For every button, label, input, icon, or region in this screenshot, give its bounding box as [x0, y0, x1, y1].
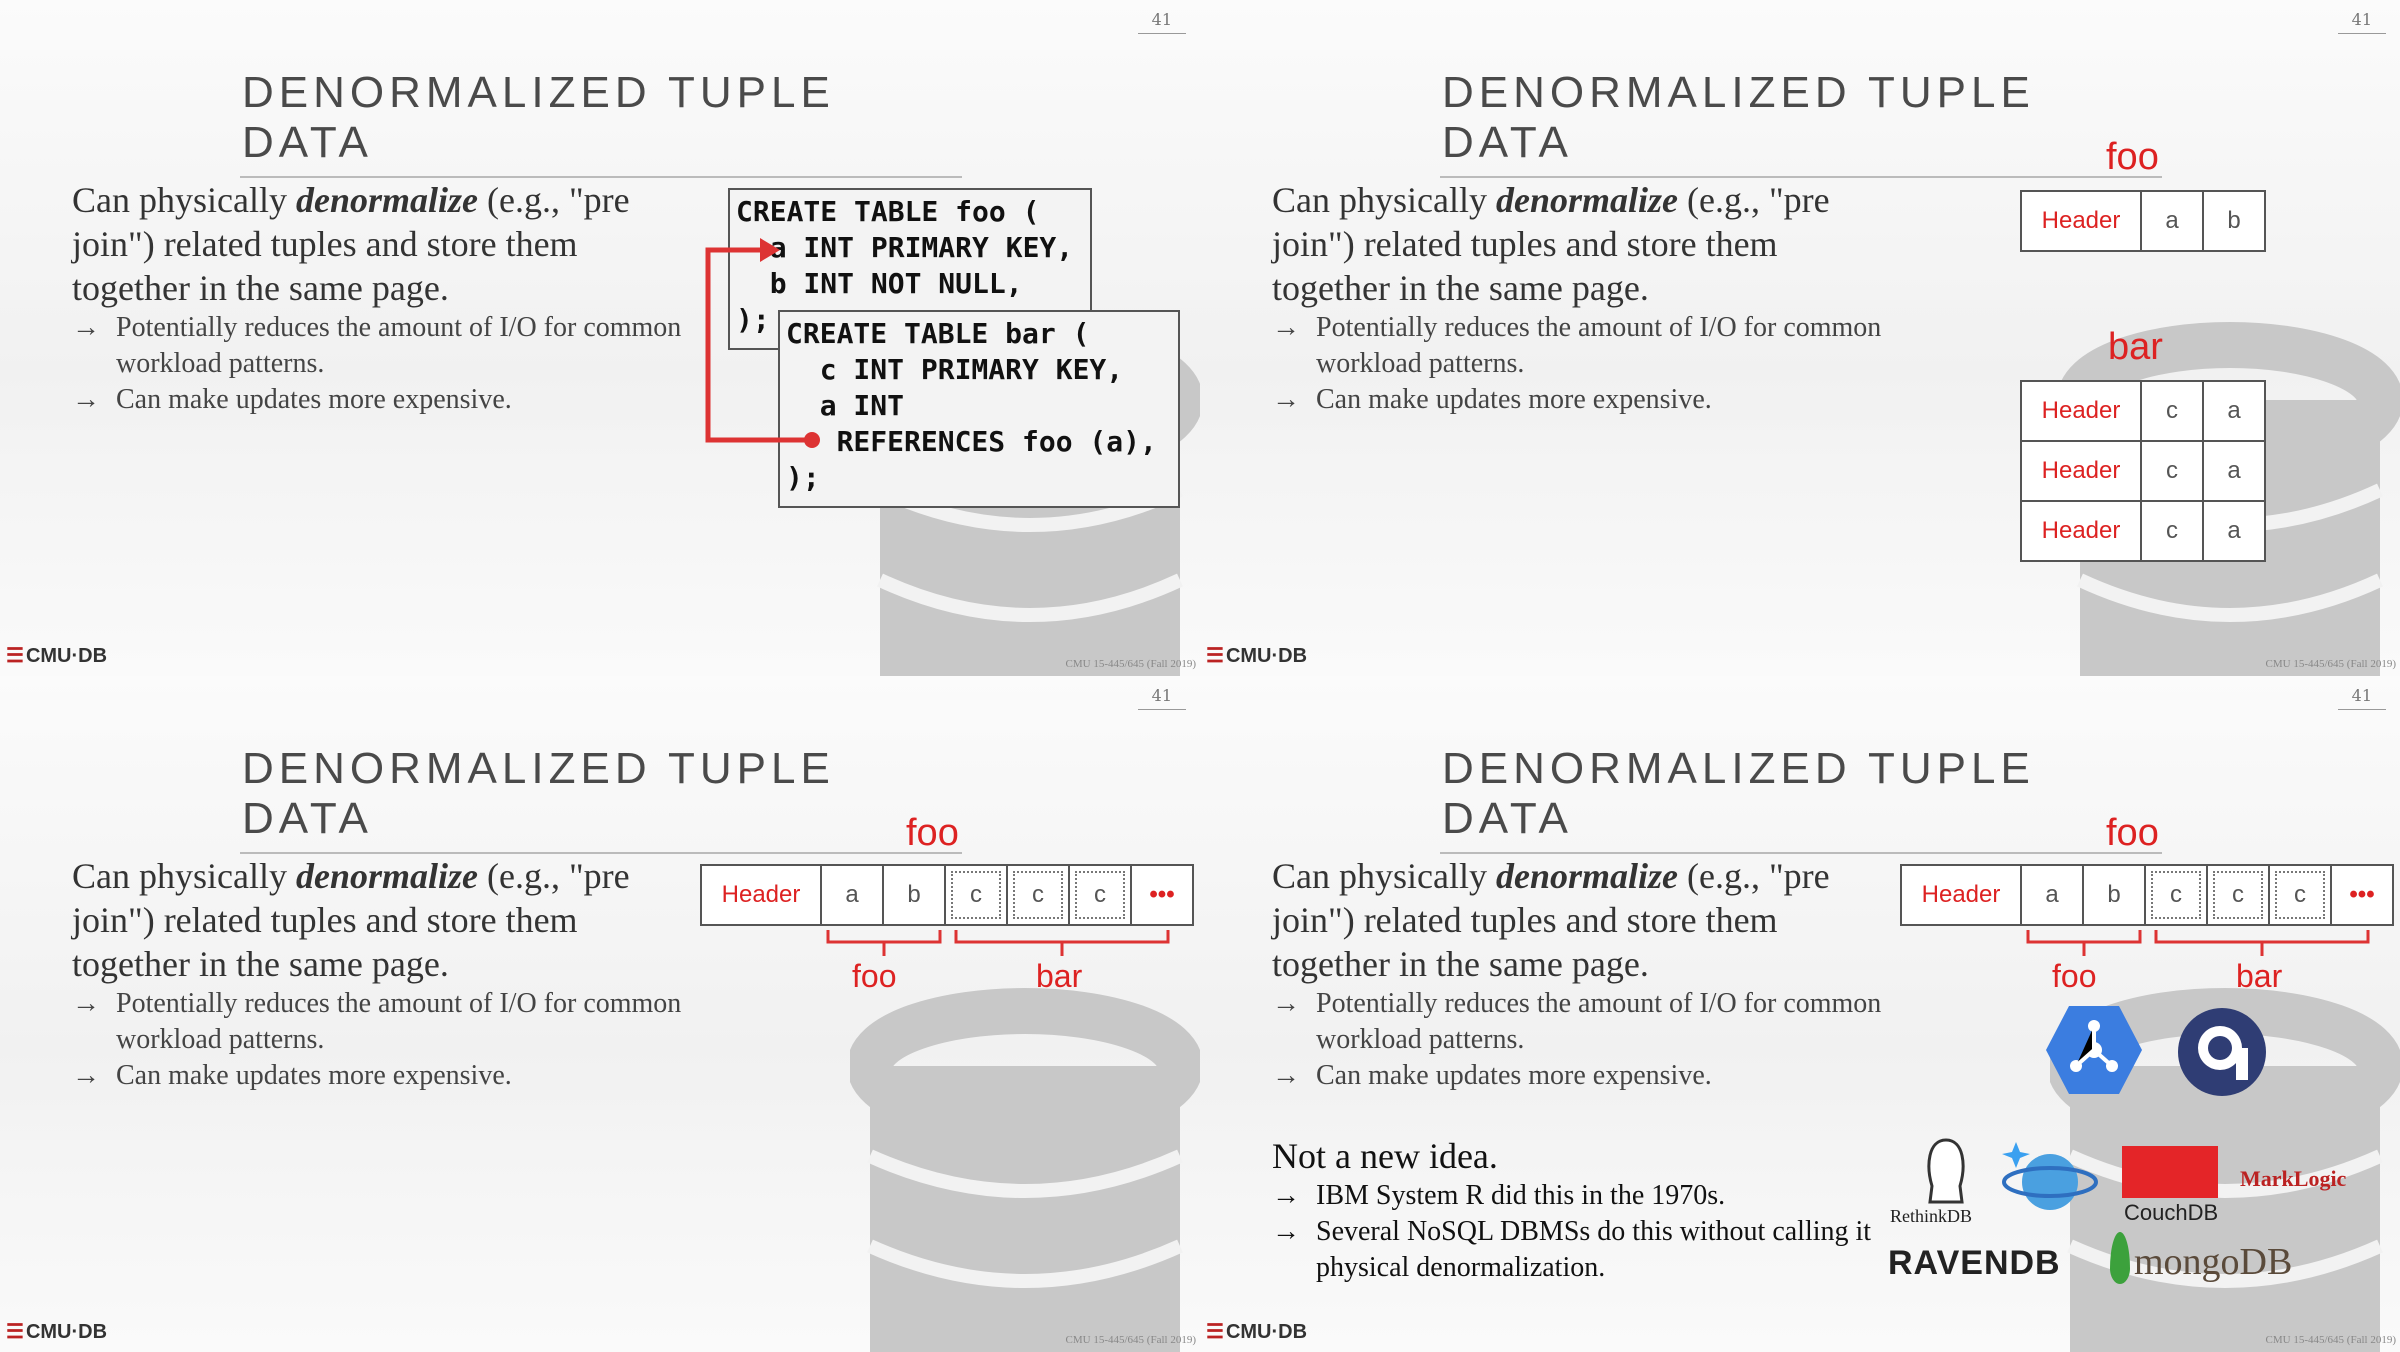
cmu-db-logo: ☰ CMU·DB — [1206, 645, 1308, 667]
header-cell: Header — [2020, 440, 2142, 502]
slide-3: 41 DENORMALIZED TUPLE DATA Can physicall… — [0, 676, 1200, 1352]
code-create-bar: CREATE TABLE bar ( c INT PRIMARY KEY, a … — [778, 310, 1180, 508]
slide-body: Can physically denormalize (e.g., "pre j… — [1272, 854, 1882, 1286]
cell-c: c — [944, 864, 1008, 926]
slide-body: Can physically denormalize (e.g., "pre j… — [1272, 178, 1882, 418]
slide-title: DENORMALIZED TUPLE DATA — [1440, 744, 2162, 854]
mongodb-logo: mongoDB — [2134, 1241, 2293, 1283]
bar-label: bar — [2108, 326, 2163, 368]
cell-c: c — [2268, 864, 2332, 926]
bullet-system-r: → IBM System R did this in the 1970s. — [1272, 1180, 1726, 1211]
foo-label: foo — [2106, 812, 2159, 854]
cell-a: a — [2202, 380, 2266, 442]
cmu-db-logo: ☰ CMU·DB — [6, 1321, 108, 1343]
cell-b: b — [882, 864, 946, 926]
footer-course: CMU 15-445/645 (Fall 2019) — [1065, 658, 1196, 670]
cell-c: c — [1068, 864, 1132, 926]
footer-course: CMU 15-445/645 (Fall 2019) — [2265, 1334, 2396, 1346]
cell-c: c — [2140, 440, 2204, 502]
foo-tuple: Header a b — [2020, 190, 2266, 252]
page-number: 41 — [2337, 686, 2386, 710]
ellipsis-cell: ••• — [2330, 864, 2394, 926]
bullet-io: → Potentially reduces the amount of I/O f… — [1272, 312, 1882, 379]
brace-foo-label: foo — [852, 958, 897, 994]
slide-title: DENORMALIZED TUPLE DATA — [240, 68, 962, 178]
bullet-updates: → Can make updates more expensive. — [72, 384, 512, 415]
couchdb-logo — [2122, 1146, 2218, 1198]
cell-c: c — [2144, 864, 2208, 926]
google-cloud-datastore-icon — [2046, 1006, 2142, 1094]
lead-text: Can physically denormalize (e.g., "pre j… — [72, 856, 630, 984]
cmu-db-logo: ☰ CMU·DB — [6, 645, 108, 667]
cell-c: c — [2206, 864, 2270, 926]
header-cell: Header — [2020, 500, 2142, 562]
cell-c: c — [1006, 864, 1070, 926]
brace-bar — [2154, 930, 2370, 956]
slide-title: DENORMALIZED TUPLE DATA — [1440, 68, 2162, 178]
page-number: 41 — [1137, 686, 1186, 710]
lead-text: Can physically denormalize (e.g., "pre j… — [72, 180, 630, 308]
database-watermark-icon — [850, 988, 1200, 1352]
footer-course: CMU 15-445/645 (Fall 2019) — [1065, 1334, 1196, 1346]
header-cell: Header — [1900, 864, 2022, 926]
bullet-io: → Potentially reduces the amount of I/O f… — [72, 312, 682, 379]
bullet-updates: → Can make updates more expensive. — [72, 1060, 512, 1091]
header-cell: Header — [700, 864, 822, 926]
marklogic-logo: MarkLogic — [2240, 1166, 2347, 1191]
bar-tuples: Header c a Header c a Header c a — [2020, 380, 2266, 562]
cell-a: a — [2020, 864, 2084, 926]
slide-1: 41 DENORMALIZED TUPLE DATA Can physicall… — [0, 0, 1200, 676]
combined-tuple: Header a b c c c ••• — [1900, 864, 2394, 926]
footer-course: CMU 15-445/645 (Fall 2019) — [2265, 658, 2396, 670]
ravendb-logo: RAVENDB — [1888, 1244, 2061, 1282]
cell-a: a — [2202, 440, 2266, 502]
slide-title: DENORMALIZED TUPLE DATA — [240, 744, 962, 854]
rethinkdb-icon — [1927, 1138, 1965, 1204]
cmu-db-logo: ☰ CMU·DB — [1206, 1321, 1308, 1343]
cell-a: a — [820, 864, 884, 926]
bullet-nosql: → Several NoSQL DBMSs do this without cal… — [1272, 1216, 1872, 1283]
cell-c: c — [2140, 500, 2204, 562]
rethinkdb-logo: RethinkDB — [1890, 1206, 1973, 1226]
brace-bar — [954, 930, 1170, 956]
combined-tuple: Header a b c c c ••• — [700, 864, 1194, 926]
cell-c: c — [2140, 380, 2204, 442]
extra-heading: Not a new idea. — [1272, 1136, 1498, 1176]
bullet-io: → Potentially reduces the amount of I/O f… — [72, 988, 682, 1055]
slide-body: Can physically denormalize (e.g., "pre j… — [72, 854, 682, 1094]
couchdb-label: CouchDB — [2124, 1200, 2219, 1225]
mongodb-leaf-icon — [2110, 1232, 2130, 1284]
bullet-updates: → Can make updates more expensive. — [1272, 1060, 1712, 1091]
foreign-key-arrow — [705, 238, 820, 448]
header-cell: Header — [2020, 190, 2142, 252]
slide-body: Can physically denormalize (e.g., "pre j… — [72, 178, 682, 418]
header-cell: Header — [2020, 380, 2142, 442]
slide-2: 41 DENORMALIZED TUPLE DATA Can physicall… — [1200, 0, 2400, 676]
cell-a: a — [2202, 500, 2266, 562]
brace-bar-label: bar — [2236, 958, 2283, 994]
brace-foo-label: foo — [2052, 958, 2097, 994]
ellipsis-cell: ••• — [1130, 864, 1194, 926]
brace-foo — [826, 930, 942, 956]
lead-text: Can physically denormalize (e.g., "pre j… — [1272, 856, 1830, 984]
cell-b: b — [2082, 864, 2146, 926]
azure-cosmosdb-icon — [2178, 1008, 2266, 1096]
bullet-updates: → Can make updates more expensive. — [1272, 384, 1712, 415]
brace-bar-label: bar — [1036, 958, 1083, 994]
foo-label: foo — [2106, 136, 2159, 178]
cosmos-planet-icon — [2002, 1142, 2098, 1210]
slide-4: 41 DENORMALIZED TUPLE DATA Can physicall… — [1200, 676, 2400, 1352]
page-number: 41 — [1137, 10, 1186, 34]
page-number: 41 — [2337, 10, 2386, 34]
bullet-io: → Potentially reduces the amount of I/O f… — [1272, 988, 1882, 1055]
lead-text: Can physically denormalize (e.g., "pre j… — [1272, 180, 1830, 308]
foo-label: foo — [906, 812, 959, 854]
cell-a: a — [2140, 190, 2204, 252]
brace-foo — [2026, 930, 2142, 956]
code-create-foo: CREATE TABLE foo ( a INT PRIMARY KEY, b … — [728, 188, 1092, 350]
cell-b: b — [2202, 190, 2266, 252]
